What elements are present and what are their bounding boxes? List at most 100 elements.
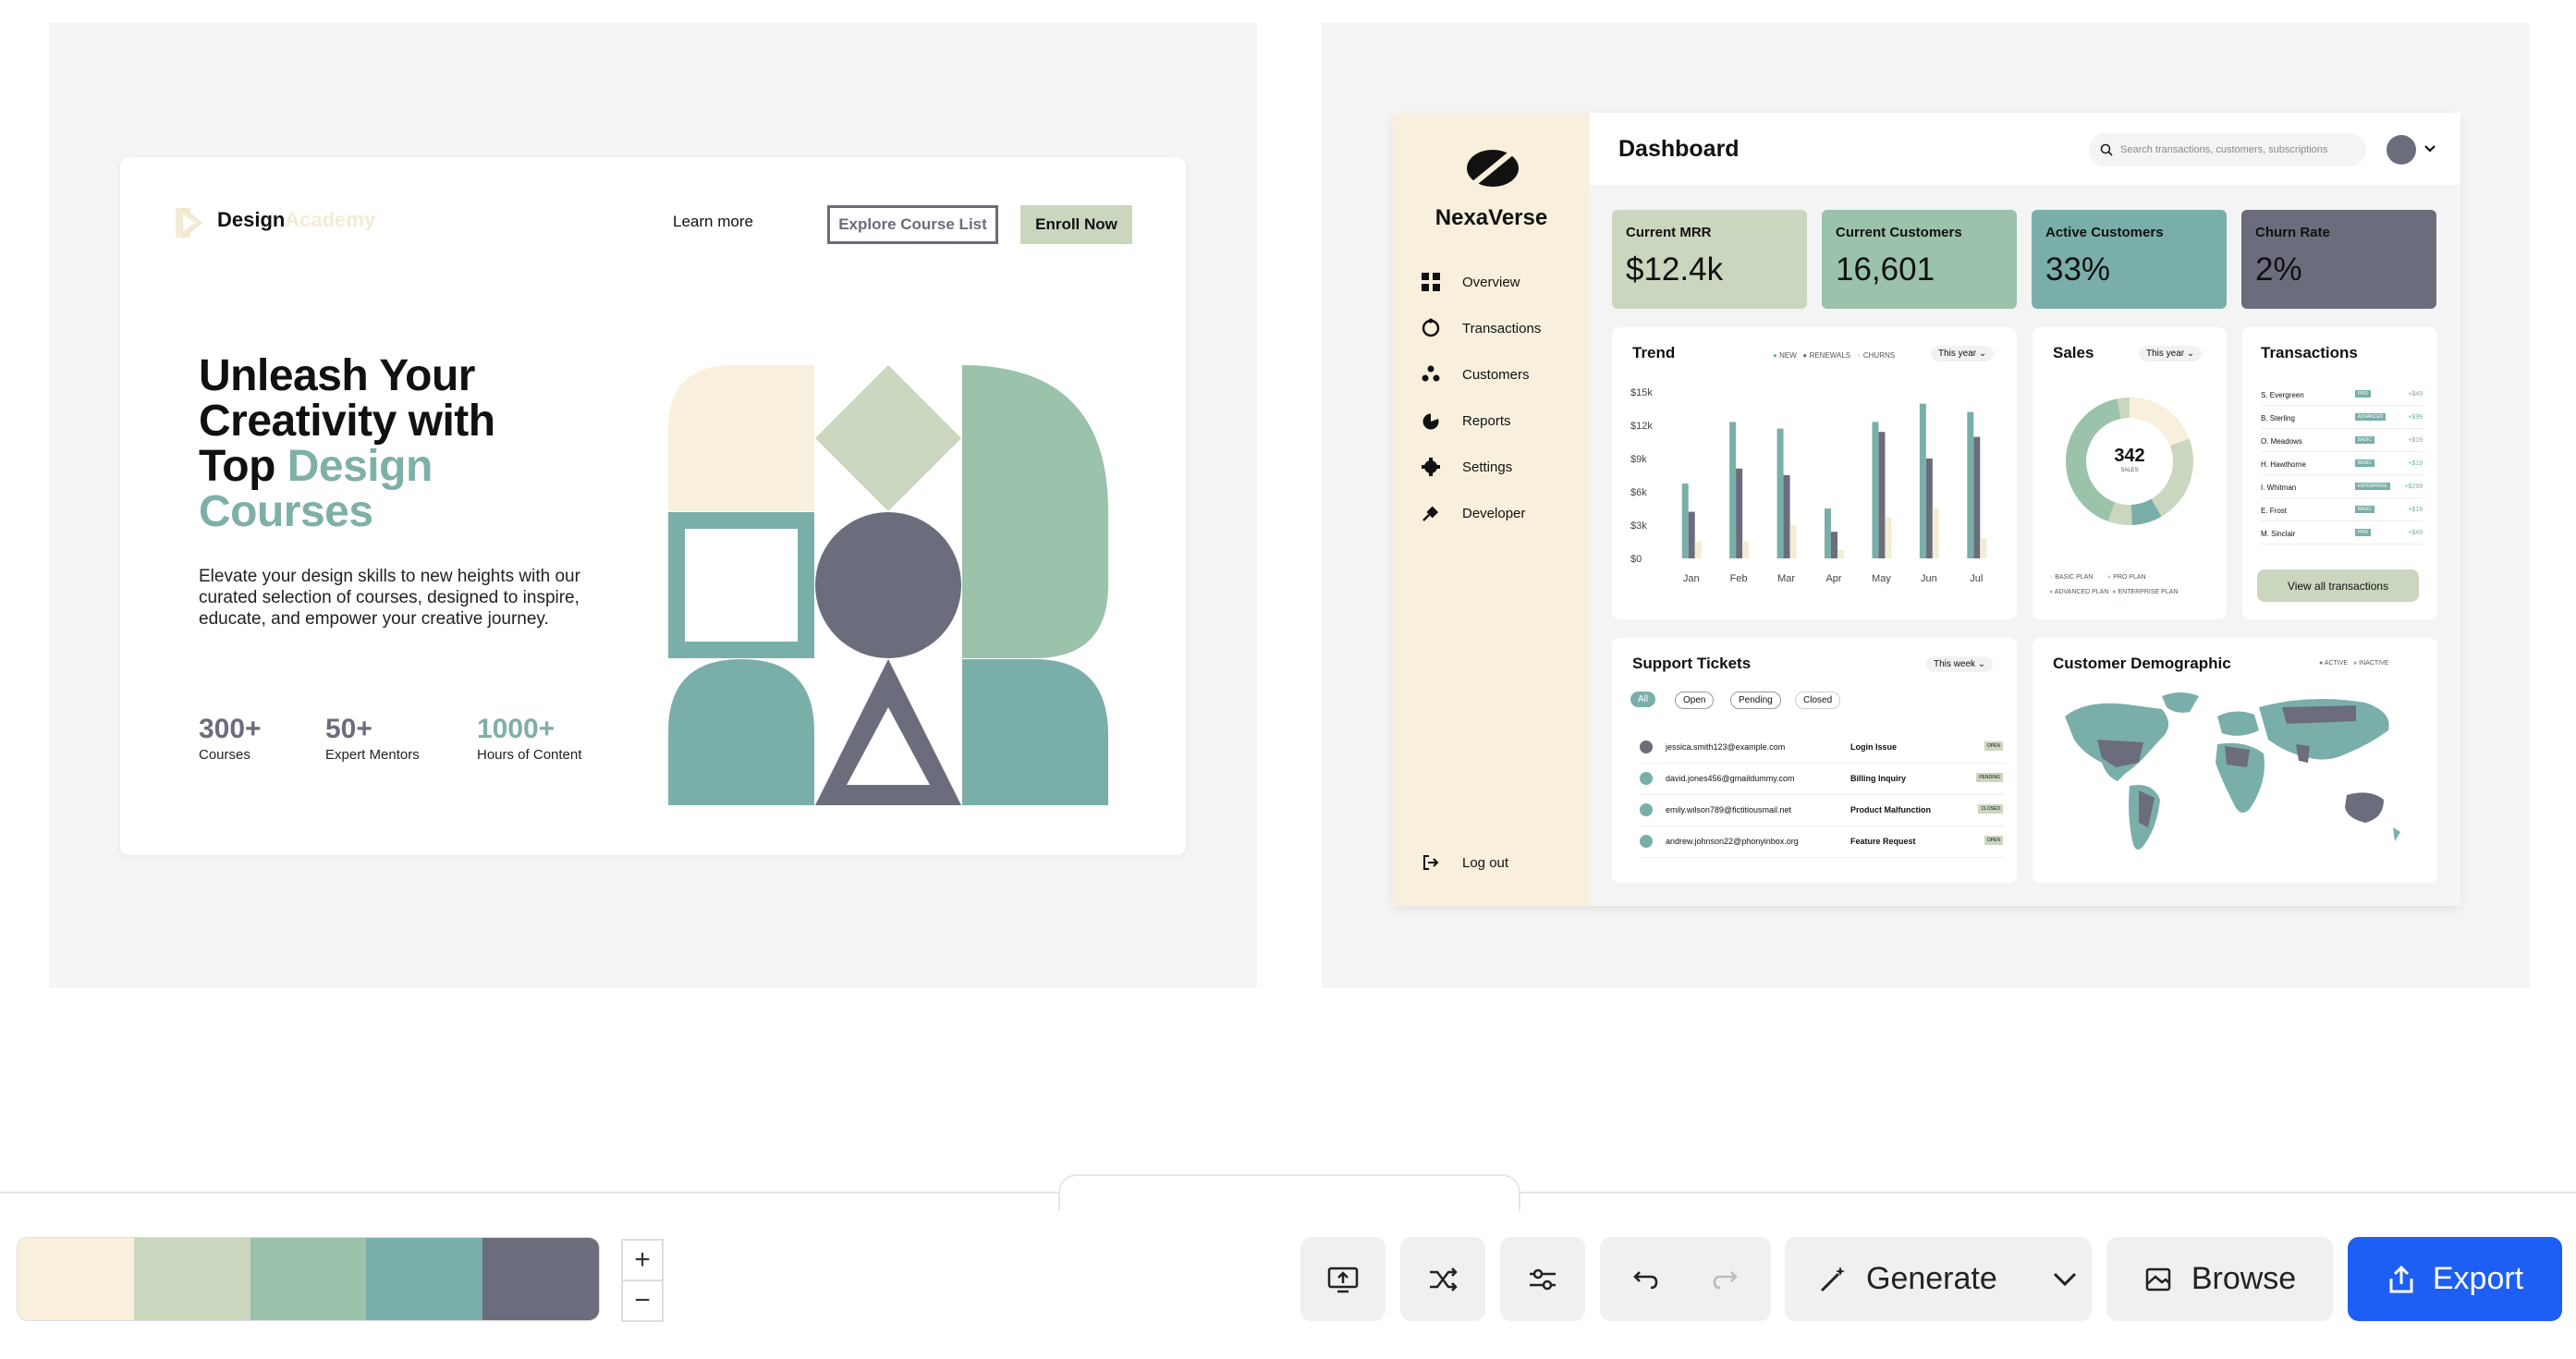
sidebar-item-label: Transactions xyxy=(1462,320,1542,337)
gallery-icon xyxy=(2145,1267,2171,1291)
page-title: Dashboard xyxy=(1618,136,1740,162)
sidebar-item-label: Reports xyxy=(1462,412,1511,429)
magic-wand-icon xyxy=(1820,1266,1845,1292)
x-tick-label: May xyxy=(1872,573,1891,584)
learn-more-link[interactable]: Learn more xyxy=(673,213,753,230)
transaction-amount: +$99 xyxy=(2408,414,2423,421)
filter-all[interactable]: All xyxy=(1630,692,1656,707)
shuffle-icon xyxy=(1430,1267,1458,1292)
range-label: This week xyxy=(1934,659,1976,669)
zoom-in-button[interactable]: + xyxy=(621,1239,664,1281)
brand-name: NexaVerse xyxy=(1435,205,1548,230)
share-icon xyxy=(2389,1265,2413,1292)
legend-label: CHURNS xyxy=(1862,351,1896,360)
ticket-avatar xyxy=(1640,803,1653,816)
legend-label: NEW xyxy=(1779,351,1797,360)
filter-pending[interactable]: Pending xyxy=(1730,692,1781,709)
redo-icon[interactable] xyxy=(1711,1264,1742,1295)
search-input[interactable]: Search transactions, customers, subscrip… xyxy=(2089,133,2366,166)
sidebar-item-customers[interactable]: Customers xyxy=(1421,364,1530,385)
filter-closed[interactable]: Closed xyxy=(1795,692,1841,709)
palette-swatch[interactable] xyxy=(366,1238,483,1320)
transaction-name: S. Evergreen xyxy=(2261,391,2304,399)
avatar[interactable] xyxy=(2387,135,2416,165)
enroll-now-button[interactable]: Enroll Now xyxy=(1020,205,1132,244)
chevron-down-icon[interactable] xyxy=(2423,144,2436,153)
sales-card: Sales This year ⌄ 342 SALES ● BASIC PLAN… xyxy=(2033,327,2227,619)
hero-title: Unleash Your Creativity with Top Design … xyxy=(199,353,596,534)
trend-bar xyxy=(1729,422,1737,558)
ticket-issue: Product Malfunction xyxy=(1850,805,1931,814)
export-button[interactable]: Export xyxy=(2348,1237,2562,1321)
palette-swatch[interactable] xyxy=(482,1238,599,1320)
kpi-card-active: Active Customers 33% xyxy=(2032,210,2227,309)
plan-badge: PRO xyxy=(2355,390,2371,398)
sidebar-item-settings[interactable]: Settings xyxy=(1421,457,1512,477)
upload-screen-icon xyxy=(1327,1267,1359,1292)
palette-swatch[interactable] xyxy=(250,1238,367,1320)
ticket-status-badge: OPEN xyxy=(1984,836,2003,845)
logo-icon xyxy=(176,208,202,238)
trend-bar xyxy=(1925,459,1933,558)
trend-bar xyxy=(1932,508,1939,558)
sliders-icon xyxy=(1530,1268,1556,1290)
dashboard-header: Dashboard Search transactions, customers… xyxy=(1590,113,2460,185)
trend-bar xyxy=(1825,508,1831,558)
x-tick-label: Feb xyxy=(1730,573,1748,584)
color-palette[interactable] xyxy=(17,1237,600,1321)
logout-label: Log out xyxy=(1462,854,1509,871)
chevron-down-icon[interactable] xyxy=(2051,1270,2079,1289)
world-map xyxy=(2065,692,2400,850)
explore-course-list-button[interactable]: Explore Course List xyxy=(827,205,998,244)
filter-open[interactable]: Open xyxy=(1675,692,1715,709)
transaction-name: E. Frost xyxy=(2261,507,2288,515)
browse-button[interactable]: Browse xyxy=(2106,1237,2333,1321)
sidebar-item-label: Overview xyxy=(1462,274,1520,290)
shuffle-button[interactable] xyxy=(1400,1237,1485,1321)
trend-legend: ● NEW ● RENEWALS ● CHURNS xyxy=(1773,351,1896,360)
plan-badge: BASIC xyxy=(2355,436,2375,444)
trend-bar xyxy=(1681,484,1689,558)
undo-icon[interactable] xyxy=(1629,1264,1660,1295)
transaction-row: B. Sterling ADVANCED +$99 xyxy=(2261,410,2423,429)
legend-label: BASIC PLAN xyxy=(2055,574,2094,581)
ticket-status-badge: CLOSED xyxy=(1978,804,2003,814)
y-tick-label: $12k xyxy=(1630,421,1653,432)
hero-description: Elevate your design skills to new height… xyxy=(199,567,580,629)
drawer-handle[interactable] xyxy=(1058,1174,1520,1211)
palette-swatch[interactable] xyxy=(18,1238,134,1320)
stat-label: Hours of Content xyxy=(477,747,582,763)
palette-swatch[interactable] xyxy=(133,1238,250,1320)
zoom-out-button[interactable]: − xyxy=(621,1279,664,1322)
card-title: Customer Demographic xyxy=(2053,655,2231,672)
trend-range-select[interactable]: This year ⌄ xyxy=(1931,346,1995,361)
legend-label: ACTIVE xyxy=(2324,660,2349,667)
generate-label: Generate xyxy=(1866,1261,1997,1296)
ticket-issue: Billing Inquiry xyxy=(1850,774,1906,783)
ticket-email: andrew.johnson22@phonyinbox.org xyxy=(1666,837,1799,846)
sidebar-item-developer[interactable]: Developer xyxy=(1421,503,1525,523)
ticket-row[interactable]: andrew.johnson22@phonyinbox.org Feature R… xyxy=(1640,832,2005,858)
users-icon xyxy=(1422,365,1440,382)
ticket-row[interactable]: jessica.smith123@example.com Login Issue O… xyxy=(1640,738,2005,764)
landing-page-card: DesignAcademy Learn more Explore Course … xyxy=(120,157,1186,855)
x-tick-label: Jul xyxy=(1970,573,1983,584)
upload-button[interactable] xyxy=(1300,1237,1386,1321)
sidebar-item-transactions[interactable]: Transactions xyxy=(1421,318,1541,338)
logout-button[interactable]: Log out xyxy=(1421,852,1508,873)
stat-hours: 1000+ Hours of Content xyxy=(477,714,581,763)
dashboard-mockup: NexaVerse Overview Transactions Customer… xyxy=(1393,113,2460,906)
stat-value: 50+ xyxy=(325,714,372,744)
trend-bar xyxy=(1919,403,1926,558)
ticket-row[interactable]: david.jones456@gmaildummy.com Billing Inq… xyxy=(1640,769,2005,795)
sidebar-item-overview[interactable]: Overview xyxy=(1421,272,1520,292)
adjust-button[interactable] xyxy=(1500,1237,1585,1321)
sidebar-item-reports[interactable]: Reports xyxy=(1421,410,1511,431)
generate-button[interactable]: Generate xyxy=(1785,1237,2092,1321)
view-all-transactions-button[interactable]: View all transactions xyxy=(2257,569,2419,602)
stat-label: Courses xyxy=(199,747,250,763)
sales-range-select[interactable]: This year ⌄ xyxy=(2139,346,2203,361)
ticket-row[interactable]: emily.wilson789@fictitiousmail.net Produc… xyxy=(1640,801,2005,826)
tickets-range-select[interactable]: This week ⌄ xyxy=(1926,656,1994,672)
